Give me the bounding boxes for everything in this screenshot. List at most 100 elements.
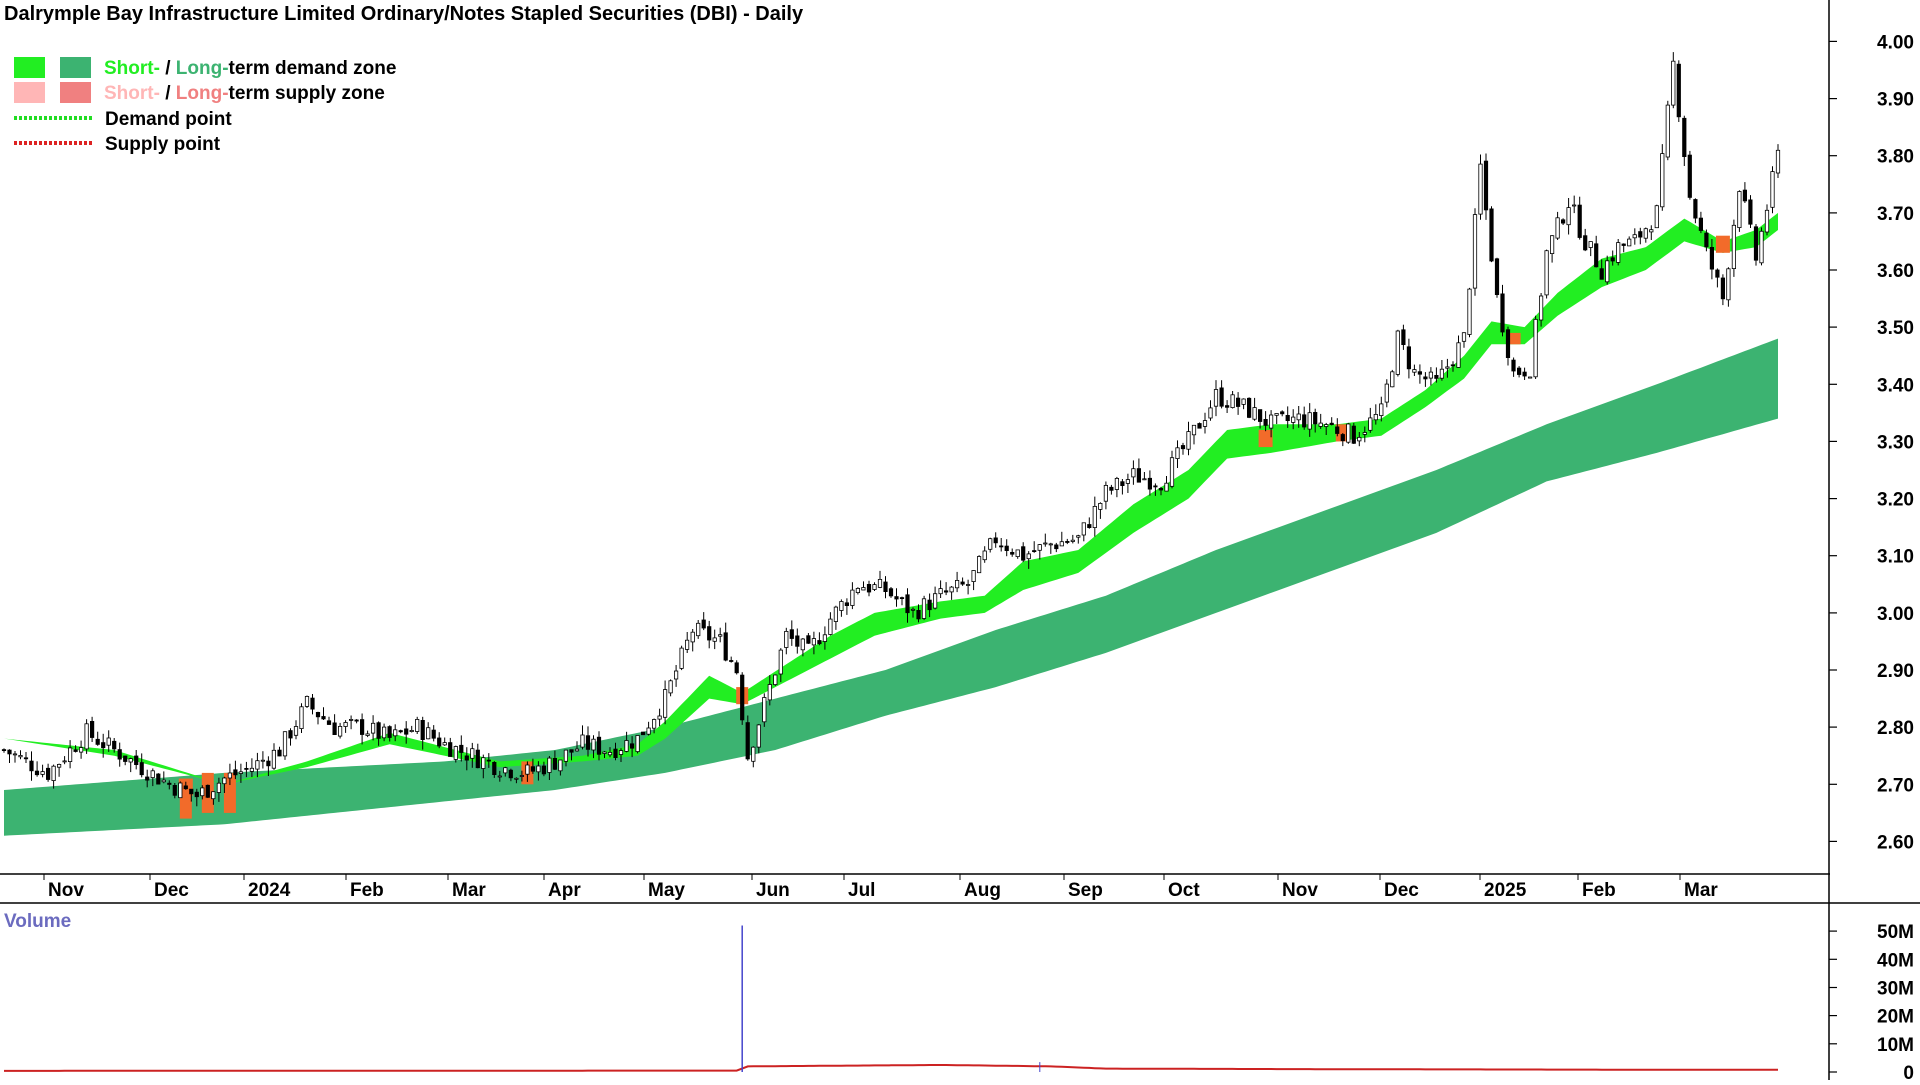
- candle-body: [134, 755, 139, 766]
- candle: [1693, 198, 1698, 224]
- candle: [1346, 422, 1351, 444]
- supply-zone-long-0: [179, 778, 192, 819]
- candle: [1004, 539, 1009, 557]
- legend-supply-long: Long-: [176, 83, 229, 104]
- candle: [1357, 432, 1362, 447]
- candle-body: [1191, 424, 1197, 436]
- candle-body: [304, 696, 310, 707]
- candle-body: [1467, 288, 1472, 335]
- candle: [674, 665, 679, 687]
- legend-swatch-short-supply: [14, 82, 45, 103]
- candle-body: [938, 588, 943, 595]
- candle: [117, 742, 122, 767]
- candle: [1213, 380, 1219, 417]
- candle: [1125, 473, 1130, 493]
- candle: [1434, 367, 1439, 383]
- candle-body: [668, 680, 673, 694]
- candle: [1627, 236, 1632, 247]
- candle: [844, 598, 850, 615]
- volume-tick-label: 10M: [1877, 1035, 1914, 1056]
- y-tick-label: 3.30: [1877, 432, 1914, 453]
- candle-body: [415, 719, 420, 732]
- candle: [1737, 190, 1742, 232]
- candle-body: [1285, 414, 1290, 421]
- candle: [84, 719, 89, 754]
- candle-body: [1362, 432, 1367, 435]
- candle-body: [244, 768, 249, 770]
- candle: [1423, 372, 1428, 387]
- candle: [993, 532, 998, 548]
- candle: [569, 749, 574, 761]
- candle: [855, 587, 861, 595]
- candle: [1252, 397, 1257, 421]
- candle-body: [1428, 371, 1433, 379]
- candle-body: [1483, 160, 1489, 211]
- candle-body: [1098, 502, 1103, 510]
- candle-body: [701, 619, 706, 629]
- candle: [1285, 406, 1290, 428]
- candle-body: [817, 640, 822, 645]
- candle-body: [933, 593, 938, 609]
- candle: [178, 781, 183, 799]
- candle-body: [1627, 238, 1632, 247]
- candle: [949, 586, 954, 600]
- candle: [630, 736, 635, 758]
- candle: [172, 783, 177, 799]
- candle-body: [1588, 241, 1593, 248]
- candle-body: [1175, 447, 1180, 459]
- candle-body: [1417, 371, 1422, 375]
- candle-body: [966, 584, 971, 586]
- candle-body: [233, 769, 238, 776]
- candle-body: [1329, 422, 1334, 426]
- candle-body: [332, 722, 337, 736]
- candle-body: [106, 737, 111, 746]
- candle-body: [778, 649, 783, 675]
- candle-body: [426, 727, 431, 740]
- candle-body: [547, 757, 552, 773]
- candle-body: [1313, 411, 1318, 425]
- candle: [1114, 476, 1119, 498]
- candle: [1698, 211, 1703, 234]
- candle-body: [293, 726, 299, 736]
- candle-body: [420, 720, 425, 741]
- candle: [7, 749, 12, 763]
- candle: [547, 756, 552, 780]
- candle: [1241, 398, 1246, 410]
- candle: [734, 660, 739, 675]
- candle: [1269, 410, 1274, 438]
- candle-body: [23, 757, 29, 760]
- candle-body: [470, 748, 475, 759]
- candle-body: [40, 771, 45, 775]
- supply-zone-short-4: [1715, 235, 1730, 253]
- candle-body: [1539, 295, 1544, 321]
- candle: [1054, 542, 1059, 553]
- candle-body: [381, 726, 387, 739]
- candle: [1318, 413, 1323, 429]
- candle-body: [205, 784, 210, 798]
- candle-body: [189, 788, 194, 795]
- candle: [1709, 239, 1714, 280]
- candle: [1467, 287, 1472, 338]
- candle-body: [1390, 371, 1395, 388]
- candle-body: [646, 727, 651, 735]
- x-tick-label: Dec: [1384, 880, 1419, 901]
- candle-body: [1142, 478, 1147, 481]
- candle-body: [1076, 535, 1081, 538]
- candle: [1428, 367, 1433, 386]
- legend-supply-rest: term supply zone: [229, 83, 385, 104]
- candle-body: [1021, 546, 1026, 561]
- candle: [29, 751, 34, 781]
- candle-body: [1638, 231, 1643, 238]
- candle: [354, 719, 359, 724]
- candle: [933, 586, 938, 610]
- candle-body: [679, 647, 684, 669]
- candle: [1208, 400, 1213, 421]
- candle-body: [971, 570, 976, 583]
- legend: Short- / Long-term demand zone Short- / …: [14, 57, 396, 155]
- candle: [1164, 476, 1169, 492]
- candle: [299, 703, 304, 733]
- candle: [696, 620, 701, 639]
- candle-body: [1070, 539, 1075, 542]
- candle-body: [674, 670, 679, 680]
- candle-body: [1153, 485, 1158, 488]
